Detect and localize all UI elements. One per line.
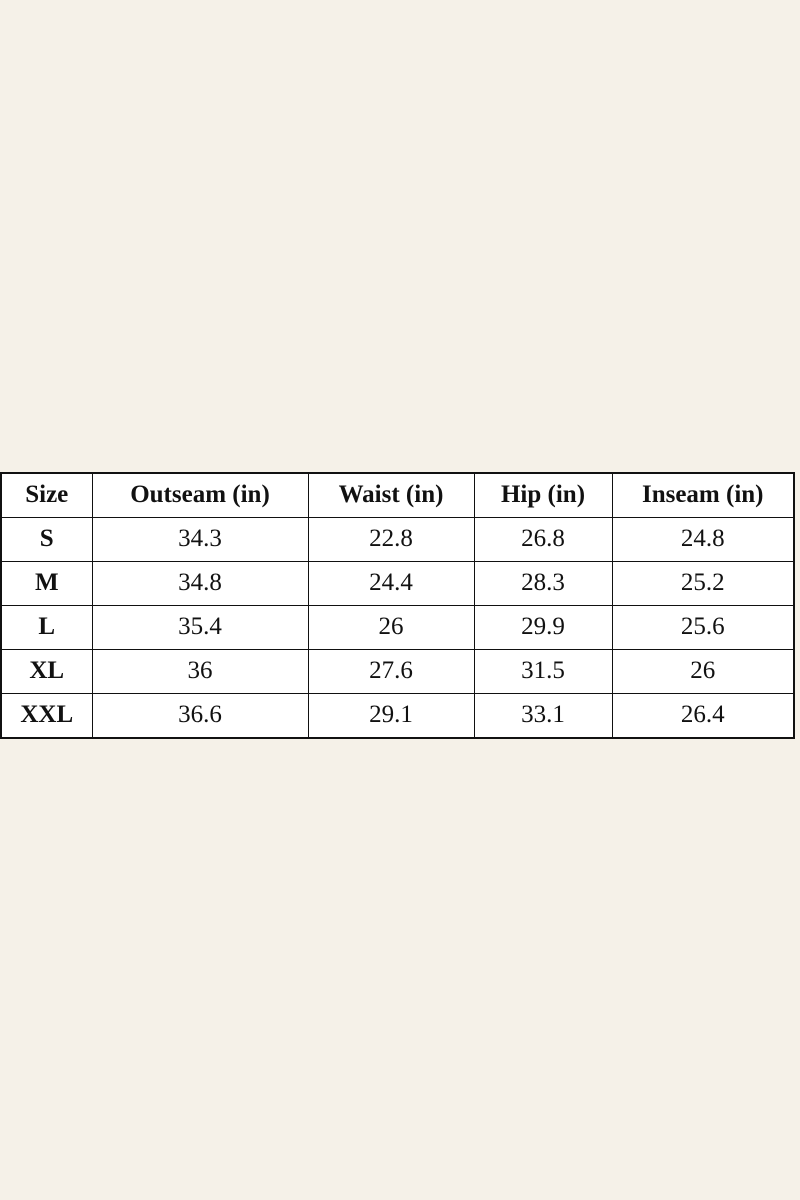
cell-hip: 31.5 [473, 649, 613, 694]
table-body: S 34.3 22.8 26.8 24.8 M 34.8 24.4 28.3 2… [0, 517, 795, 739]
cell-outseam: 36 [91, 649, 309, 694]
table-row: M 34.8 24.4 28.3 25.2 [0, 561, 795, 606]
cell-size: XL [0, 649, 93, 694]
cell-waist: 29.1 [307, 693, 475, 739]
cell-inseam: 25.2 [611, 561, 795, 606]
cell-waist: 22.8 [307, 517, 475, 562]
cell-hip: 26.8 [473, 517, 613, 562]
column-header-size: Size [0, 472, 93, 518]
cell-waist: 26 [307, 605, 475, 650]
column-header-inseam: Inseam (in) [611, 472, 795, 518]
cell-inseam: 26.4 [611, 693, 795, 739]
cell-outseam: 35.4 [91, 605, 309, 650]
cell-inseam: 26 [611, 649, 795, 694]
cell-hip: 33.1 [473, 693, 613, 739]
cell-inseam: 25.6 [611, 605, 795, 650]
header-row: Size Outseam (in) Waist (in) Hip (in) In… [0, 472, 795, 518]
cell-outseam: 36.6 [91, 693, 309, 739]
cell-outseam: 34.8 [91, 561, 309, 606]
table-row: S 34.3 22.8 26.8 24.8 [0, 517, 795, 562]
cell-size: L [0, 605, 93, 650]
cell-size: XXL [0, 693, 93, 739]
cell-hip: 29.9 [473, 605, 613, 650]
cell-size: S [0, 517, 93, 562]
table-header: Size Outseam (in) Waist (in) Hip (in) In… [0, 472, 795, 518]
cell-waist: 24.4 [307, 561, 475, 606]
size-chart-container: Size Outseam (in) Waist (in) Hip (in) In… [0, 472, 795, 739]
table-row: XL 36 27.6 31.5 26 [0, 649, 795, 694]
cell-outseam: 34.3 [91, 517, 309, 562]
table-row: XXL 36.6 29.1 33.1 26.4 [0, 693, 795, 739]
column-header-waist: Waist (in) [307, 472, 475, 518]
column-header-outseam: Outseam (in) [91, 472, 309, 518]
cell-inseam: 24.8 [611, 517, 795, 562]
table-row: L 35.4 26 29.9 25.6 [0, 605, 795, 650]
column-header-hip: Hip (in) [473, 472, 613, 518]
cell-size: M [0, 561, 93, 606]
cell-hip: 28.3 [473, 561, 613, 606]
cell-waist: 27.6 [307, 649, 475, 694]
size-chart-table: Size Outseam (in) Waist (in) Hip (in) In… [0, 472, 795, 739]
